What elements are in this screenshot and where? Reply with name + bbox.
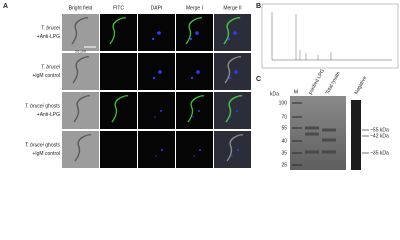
micrograph — [176, 131, 213, 168]
micrograph — [176, 53, 213, 90]
fitc-signal — [187, 95, 205, 123]
row-label: +Anti-LPG — [37, 34, 60, 40]
species: T. brucei — [25, 143, 45, 149]
dapi-signal — [151, 37, 155, 41]
dapi-signal — [195, 31, 199, 35]
dapi-signal — [199, 149, 201, 151]
row-label: +IgM control — [32, 151, 60, 157]
micrograph — [62, 131, 99, 168]
micrograph — [138, 131, 175, 168]
species: T. brucei — [41, 26, 61, 32]
marker-label: 35 — [281, 150, 287, 156]
sample-band — [322, 150, 336, 154]
dapi-signal — [236, 110, 238, 112]
negative-lane — [351, 100, 361, 170]
marker-label: 70 — [281, 114, 287, 120]
column-header: FITC — [113, 5, 124, 11]
column-header: Merge I — [186, 5, 203, 11]
band-label: ~42 kDa — [370, 133, 389, 139]
species: T. brucei — [41, 65, 61, 71]
micrograph — [138, 14, 175, 51]
lane-label: Total lysate — [325, 70, 342, 95]
suffix: ghosts — [45, 104, 60, 110]
band-label: ~35 kDa — [370, 150, 389, 156]
dapi-signal — [157, 31, 161, 35]
dapi-signal — [189, 37, 193, 41]
dapi-signal — [155, 155, 157, 157]
sample-band — [322, 138, 336, 142]
dapi-signal — [160, 110, 162, 112]
fitc-signal — [225, 95, 243, 123]
dapi-signal — [193, 155, 195, 157]
dapi-signal — [192, 116, 194, 118]
figure: A B C Bright field FITC DAPI Merge I Merge I… — [3, 3, 399, 170]
fitc-signal — [223, 17, 241, 45]
dapi-signal — [190, 76, 194, 80]
row-label: +IgM control — [32, 73, 60, 79]
cell-outline — [71, 17, 89, 45]
column-header: DAPI — [151, 5, 163, 11]
micrograph — [100, 131, 137, 168]
fitc-signal — [185, 17, 203, 45]
dapi-signal — [196, 70, 200, 74]
suffix: ghosts — [45, 143, 60, 149]
scale-bar-label: 10 μm — [75, 49, 87, 54]
band-label: ~55 kDa — [370, 127, 389, 133]
cell-outline — [224, 56, 242, 84]
micrograph — [100, 53, 137, 90]
row-label: T. brucei ghosts — [25, 143, 61, 149]
dapi-signal — [230, 116, 232, 118]
cell-outline — [226, 134, 244, 162]
cell-outline — [72, 56, 90, 84]
panel-label: C — [256, 76, 261, 83]
dapi-signal — [154, 116, 156, 118]
dapi-signal — [237, 149, 239, 151]
micrograph — [138, 92, 175, 129]
lane-label: Negative — [354, 75, 369, 95]
row-label: T. brucei — [41, 26, 61, 32]
species: T. brucei — [25, 104, 45, 110]
dapi-signal — [161, 149, 163, 151]
row-label: +Anti-LPG — [37, 112, 60, 118]
fitc-signal — [111, 95, 129, 123]
spectrum-panel — [261, 3, 399, 69]
marker-label: 40 — [281, 138, 287, 144]
sample-band — [305, 150, 319, 154]
lane-label: purified LPG — [308, 68, 326, 95]
micrograph — [176, 92, 213, 129]
axis-title: kDa — [270, 91, 279, 97]
column-header: Merge II — [223, 5, 241, 11]
panel-label: A — [3, 3, 8, 10]
panel-label: B — [256, 3, 261, 10]
dapi-signal — [234, 70, 238, 74]
micrograph — [214, 92, 251, 129]
fitc-signal — [109, 17, 127, 45]
micrograph — [62, 92, 99, 129]
micrograph — [214, 131, 251, 168]
dapi-signal — [227, 37, 231, 41]
cell-outline — [74, 134, 92, 162]
row-label: T. brucei — [41, 65, 61, 71]
marker-label: 55 — [281, 125, 287, 131]
dapi-signal — [231, 155, 233, 157]
row-label: T. brucei ghosts — [25, 104, 61, 110]
lane-label: M — [294, 89, 298, 95]
sample-band — [305, 132, 319, 136]
column-header: Bright field — [69, 5, 93, 11]
micrograph — [100, 92, 137, 129]
dapi-signal — [158, 70, 162, 74]
dapi-signal — [152, 76, 156, 80]
dapi-signal — [233, 31, 237, 35]
dapi-signal — [228, 76, 232, 80]
marker-label: 100 — [279, 100, 288, 106]
marker-label: 25 — [281, 162, 287, 168]
cell-outline — [73, 95, 91, 123]
sample-band — [305, 126, 319, 130]
dapi-signal — [198, 110, 200, 112]
sample-band — [322, 128, 336, 132]
micrograph — [138, 53, 175, 90]
